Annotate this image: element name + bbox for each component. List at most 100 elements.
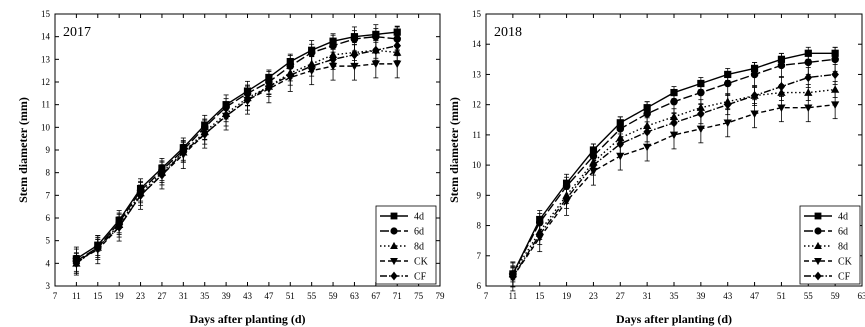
legend-marker-8d	[814, 241, 822, 250]
x-tick-label: 59	[329, 291, 339, 301]
legend-marker-CF	[814, 271, 822, 281]
data-point-CF	[136, 190, 145, 201]
x-tick-label: 31	[179, 291, 188, 301]
data-point-CF	[350, 50, 359, 60]
x-axis-label: Days after planting (d)	[189, 312, 305, 326]
series-line-CF	[75, 45, 398, 264]
data-point-CK	[777, 104, 786, 113]
legend-label-6d: 6d	[414, 227, 424, 238]
legend-label-CK: CK	[838, 257, 853, 268]
y-tick-label: 13	[472, 69, 482, 79]
legend-label-8d: 8d	[414, 242, 424, 253]
data-point-CF	[286, 70, 295, 80]
y-tick-label: 15	[472, 9, 482, 19]
legend-marker-CK	[390, 257, 398, 266]
y-tick-label: 14	[41, 32, 51, 42]
data-point-CK	[831, 101, 840, 109]
x-tick-label: 27	[616, 291, 626, 301]
data-point-CF	[670, 118, 678, 128]
data-point-6d	[372, 32, 380, 41]
x-tick-label: 39	[696, 291, 706, 301]
data-point-CK	[616, 152, 625, 161]
data-point-CF	[777, 81, 786, 92]
series-CK	[72, 49, 402, 276]
data-point-CK	[643, 143, 652, 152]
x-tick-label: 31	[643, 291, 652, 301]
data-point-CF	[222, 111, 230, 121]
legend-label-8d: 8d	[838, 242, 848, 253]
x-tick-label: 11	[72, 291, 81, 301]
x-tick-label: 19	[115, 291, 125, 301]
y-tick-label: 7	[46, 190, 51, 200]
data-point-CF	[115, 222, 123, 232]
data-point-CF	[535, 229, 544, 240]
legend-marker-6d	[814, 227, 822, 235]
data-point-CF	[372, 45, 380, 55]
chart-2017: 7 11 15 19 23 27 31 35 39 43 47 51 55 59 63 67 71 75 79345…	[16, 9, 445, 326]
x-tick-label: 47	[750, 291, 760, 301]
y-tick-label: 11	[41, 100, 50, 110]
data-point-CF	[179, 147, 188, 157]
series-CF	[72, 35, 402, 274]
x-tick-label: 35	[670, 291, 680, 301]
x-tick-label: 7	[484, 291, 489, 301]
data-point-6d	[750, 70, 759, 79]
legend-marker-8d	[390, 241, 398, 250]
series-6d	[72, 24, 402, 274]
panel-title: 2017	[63, 25, 91, 40]
legend-label-CF: CF	[414, 272, 427, 283]
data-point-CF	[158, 170, 166, 180]
data-point-CK	[393, 60, 402, 69]
y-tick-label: 8	[477, 221, 482, 231]
y-tick-label: 5	[46, 236, 51, 246]
data-point-6d	[350, 35, 359, 43]
legend-marker-CF	[390, 271, 398, 281]
data-point-CF	[200, 129, 209, 139]
data-point-CF	[589, 160, 598, 170]
y-tick-label: 14	[472, 39, 482, 49]
data-point-6d	[616, 125, 625, 133]
data-point-CF	[804, 72, 813, 83]
series-line-4d	[76, 31, 398, 260]
y-tick-label: 9	[477, 190, 482, 200]
data-point-CK	[750, 110, 759, 119]
x-tick-label: 51	[286, 291, 295, 301]
data-point-CF	[562, 193, 571, 204]
legend-label-CK: CK	[414, 257, 429, 268]
series-CF	[509, 64, 839, 288]
y-tick-label: 11	[472, 130, 481, 140]
legend-marker-6d	[390, 227, 398, 235]
data-point-CF	[243, 95, 252, 105]
y-tick-label: 8	[46, 168, 51, 178]
x-tick-label: 47	[264, 291, 274, 301]
y-tick-label: 3	[46, 281, 51, 291]
y-tick-label: 10	[41, 122, 51, 132]
x-tick-label: 79	[436, 291, 446, 301]
legend-label-CF: CF	[838, 272, 851, 283]
x-tick-label: 19	[562, 291, 572, 301]
x-tick-label: 27	[157, 291, 167, 301]
data-point-CF	[72, 258, 81, 269]
data-point-CK	[804, 104, 813, 113]
x-tick-label: 15	[93, 291, 103, 301]
series-line-CK	[76, 63, 398, 262]
y-tick-label: 15	[41, 9, 51, 19]
data-point-CK	[723, 119, 732, 128]
legend-box	[375, 205, 437, 285]
series-line-8d	[75, 49, 398, 264]
data-point-CK	[371, 60, 380, 69]
x-tick-label: 71	[393, 291, 402, 301]
data-point-6d	[643, 109, 651, 118]
data-point-6d	[777, 61, 786, 70]
panel-title: 2018	[494, 25, 522, 40]
data-point-CF	[93, 242, 102, 253]
x-tick-label: 75	[414, 291, 424, 301]
data-point-6d	[831, 55, 839, 64]
x-tick-label: 55	[804, 291, 814, 301]
y-tick-label: 10	[472, 160, 482, 170]
data-point-6d	[697, 88, 705, 97]
data-point-6d	[723, 79, 732, 88]
series-4d	[509, 46, 839, 281]
data-point-6d	[307, 48, 316, 57]
data-point-6d	[329, 41, 337, 50]
